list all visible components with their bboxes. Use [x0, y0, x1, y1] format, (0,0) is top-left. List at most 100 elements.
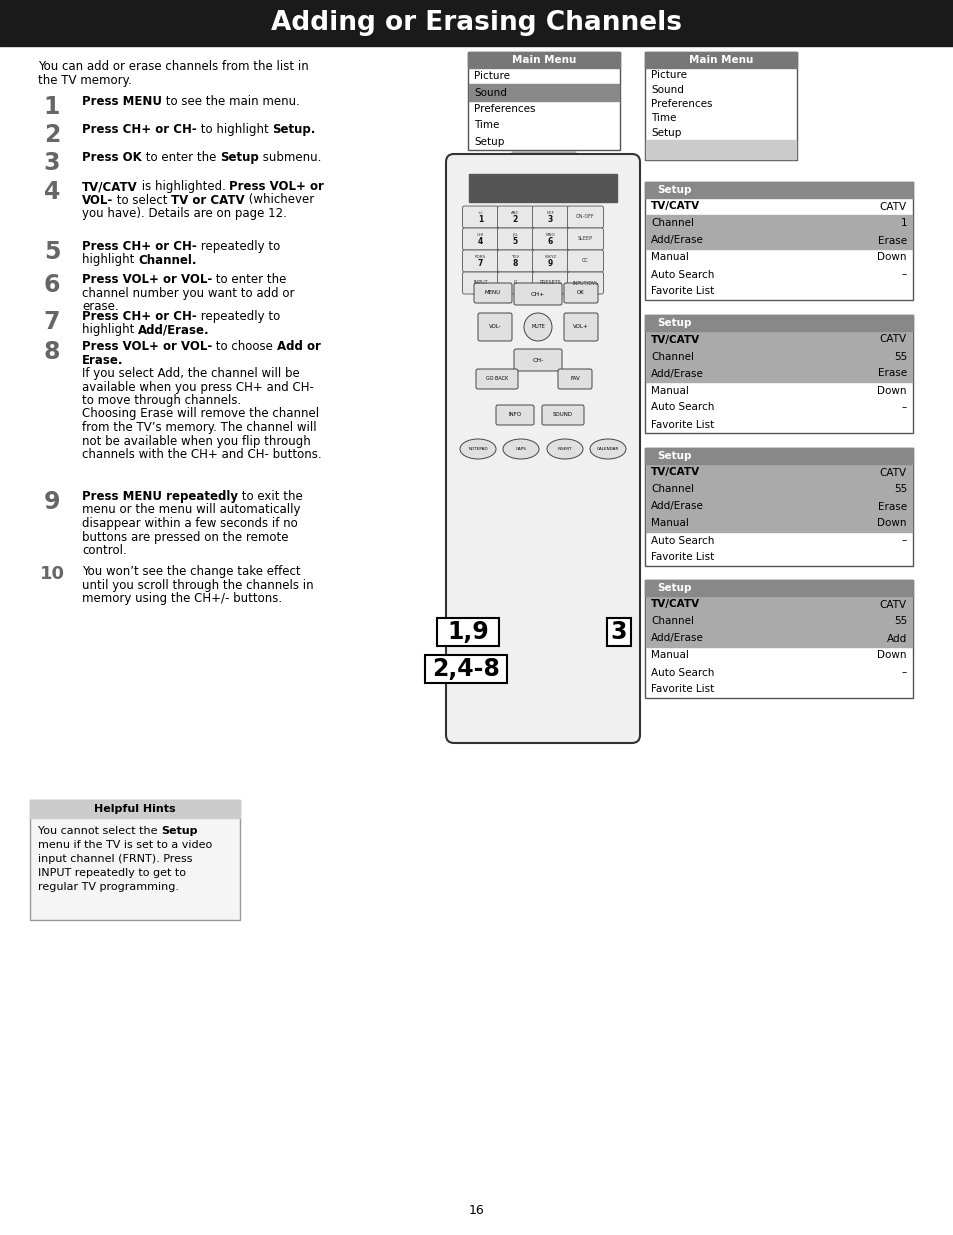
Text: –: – — [901, 667, 906, 678]
Text: Press CH+ or CH-: Press CH+ or CH- — [82, 310, 196, 324]
Bar — [468, 52, 619, 68]
FancyBboxPatch shape — [497, 249, 533, 272]
Text: 2,4-8: 2,4-8 — [432, 657, 499, 680]
Text: 3: 3 — [610, 620, 626, 643]
Text: Add/Erase.: Add/Erase. — [138, 324, 210, 336]
Bar — [469, 174, 617, 203]
FancyBboxPatch shape — [532, 249, 568, 272]
Text: –: – — [901, 403, 906, 412]
Text: PQRS: PQRS — [475, 254, 486, 259]
Text: CAPS: CAPS — [515, 447, 526, 451]
Text: to select: to select — [113, 194, 172, 206]
Text: TV or CATV: TV or CATV — [172, 194, 245, 206]
Text: JKL: JKL — [512, 233, 518, 237]
Text: 2: 2 — [513, 215, 517, 224]
Text: You cannot select the: You cannot select the — [38, 826, 161, 836]
Text: menu or the menu will automatically: menu or the menu will automatically — [82, 504, 300, 516]
FancyBboxPatch shape — [514, 350, 561, 370]
Bar — [645, 630, 911, 647]
Bar — [644, 52, 796, 161]
Text: repeatedly to: repeatedly to — [196, 240, 280, 253]
Text: 7: 7 — [44, 310, 60, 333]
Bar — [645, 366, 911, 382]
Text: Favorite List: Favorite List — [650, 420, 714, 430]
Text: Setup: Setup — [219, 151, 258, 164]
Text: memory using the CH+/- buttons.: memory using the CH+/- buttons. — [82, 592, 282, 605]
Text: 5: 5 — [44, 240, 60, 264]
Text: 9: 9 — [547, 258, 553, 268]
Text: CH+: CH+ — [530, 291, 544, 296]
FancyBboxPatch shape — [497, 272, 533, 294]
Text: Time: Time — [650, 114, 676, 124]
Text: channel number you want to add or: channel number you want to add or — [82, 287, 294, 300]
Text: erase.: erase. — [82, 300, 118, 312]
Bar — [424, 655, 506, 683]
Text: the TV memory.: the TV memory. — [38, 74, 132, 86]
Text: Setup: Setup — [650, 127, 680, 138]
Circle shape — [523, 312, 552, 341]
FancyBboxPatch shape — [532, 228, 568, 249]
Text: FAV: FAV — [570, 377, 579, 382]
Text: MENU: MENU — [484, 290, 500, 295]
Text: Auto Search: Auto Search — [650, 536, 714, 546]
Ellipse shape — [589, 438, 625, 459]
Bar — [436, 618, 498, 646]
Text: GO BACK: GO BACK — [485, 377, 508, 382]
Text: Picture: Picture — [650, 70, 686, 80]
Text: 2: 2 — [44, 124, 60, 147]
FancyBboxPatch shape — [474, 283, 512, 303]
Text: Choosing Erase will remove the channel: Choosing Erase will remove the channel — [82, 408, 319, 420]
Bar — [644, 52, 796, 68]
Text: Helpful Hints: Helpful Hints — [94, 804, 175, 814]
Text: GHI: GHI — [476, 233, 484, 237]
Text: Adding or Erasing Channels: Adding or Erasing Channels — [272, 10, 681, 36]
Text: INPUT: INPUT — [473, 280, 487, 285]
Text: 6: 6 — [44, 273, 60, 296]
Text: Setup: Setup — [161, 826, 197, 836]
Text: TV/CATV: TV/CATV — [82, 180, 137, 193]
Text: 4: 4 — [44, 180, 60, 204]
Polygon shape — [512, 152, 576, 190]
Text: Setup: Setup — [657, 317, 691, 329]
Text: menu if the TV is set to a video: menu if the TV is set to a video — [38, 840, 212, 850]
Ellipse shape — [459, 438, 496, 459]
FancyBboxPatch shape — [558, 369, 592, 389]
Bar — [644, 315, 912, 331]
Text: MUTE: MUTE — [531, 325, 544, 330]
Text: Picture: Picture — [474, 72, 510, 82]
Text: 55: 55 — [893, 352, 906, 362]
Text: 0: 0 — [514, 280, 517, 285]
Text: Press VOL+ or: Press VOL+ or — [229, 180, 324, 193]
Text: 1: 1 — [477, 215, 482, 224]
Text: Down: Down — [877, 651, 906, 661]
Text: Erase: Erase — [877, 236, 906, 246]
Text: Down: Down — [877, 252, 906, 263]
Text: Add/Erase: Add/Erase — [650, 368, 703, 378]
Bar — [644, 580, 912, 597]
Text: Channel: Channel — [650, 219, 693, 228]
Text: Manual: Manual — [650, 252, 688, 263]
Bar — [645, 498, 911, 515]
Text: –: – — [901, 536, 906, 546]
Text: –: – — [901, 269, 906, 279]
Bar — [645, 232, 911, 249]
Text: Channel: Channel — [650, 616, 693, 626]
FancyBboxPatch shape — [477, 312, 512, 341]
Text: Setup: Setup — [657, 451, 691, 461]
FancyBboxPatch shape — [462, 272, 498, 294]
Text: 16: 16 — [469, 1203, 484, 1216]
Text: OK: OK — [577, 290, 584, 295]
Bar — [644, 182, 912, 300]
Text: SOUND: SOUND — [553, 412, 573, 417]
FancyBboxPatch shape — [462, 206, 498, 228]
Text: 1: 1 — [44, 95, 60, 119]
Text: Channel.: Channel. — [138, 253, 196, 267]
FancyBboxPatch shape — [532, 272, 568, 294]
Text: WXYZ: WXYZ — [544, 254, 556, 259]
Text: to move through channels.: to move through channels. — [82, 394, 241, 408]
Text: CATV: CATV — [879, 201, 906, 211]
Text: VOL+: VOL+ — [573, 325, 588, 330]
Text: Press VOL+ or VOL-: Press VOL+ or VOL- — [82, 273, 212, 287]
Text: TV/CATV: TV/CATV — [650, 335, 700, 345]
Text: Add: Add — [886, 634, 906, 643]
